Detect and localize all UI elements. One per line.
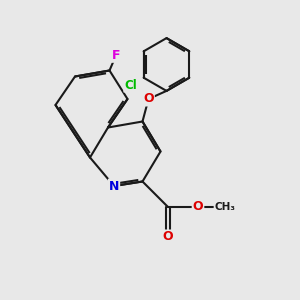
Text: O: O [163,230,173,244]
Text: F: F [112,49,120,62]
Text: N: N [109,179,119,193]
Text: O: O [143,92,154,106]
Text: CH₃: CH₃ [214,202,236,212]
Text: Cl: Cl [124,79,137,92]
Text: O: O [193,200,203,214]
